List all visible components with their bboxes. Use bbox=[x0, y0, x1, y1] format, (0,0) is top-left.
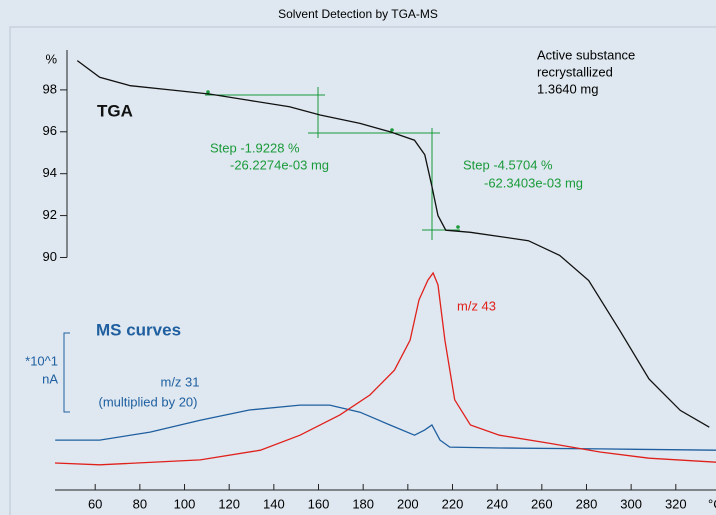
ms-scale-bracket bbox=[63, 332, 70, 413]
x-tick-label: 120 bbox=[218, 496, 240, 511]
annotation: -62.3403e-03 mg bbox=[484, 175, 583, 190]
annotation: m/z 43 bbox=[457, 298, 496, 313]
x-tick-label: 260 bbox=[531, 496, 553, 511]
series-line bbox=[54, 271, 716, 466]
x-axis-label: °C bbox=[708, 496, 716, 511]
annotation: -26.2274e-03 mg bbox=[230, 157, 329, 172]
x-tick-label: 220 bbox=[442, 496, 464, 511]
annotation: Active substance bbox=[537, 47, 635, 62]
x-tick-label: 320 bbox=[665, 496, 687, 511]
annotation: 1.3640 mg bbox=[537, 81, 598, 96]
x-tick-label: 240 bbox=[486, 496, 508, 511]
series-line bbox=[76, 60, 710, 428]
y-tick-label: 94 bbox=[43, 165, 57, 180]
series-name: TGA bbox=[97, 101, 133, 120]
y-axis-label: % bbox=[45, 51, 57, 66]
annotation: recrystallized bbox=[537, 64, 613, 79]
annotation: Step -4.5704 % bbox=[463, 157, 553, 172]
x-tick-label: 80 bbox=[133, 496, 147, 511]
x-tick-label: 200 bbox=[397, 496, 419, 511]
y-tick-label: 96 bbox=[43, 123, 57, 138]
x-tick-label: 160 bbox=[308, 496, 330, 511]
annotation: (multiplied by 20) bbox=[99, 394, 198, 409]
x-tick-label: 300 bbox=[620, 496, 642, 511]
x-tick-label: 100 bbox=[174, 496, 196, 511]
chart-title: Solvent Detection by TGA-MS bbox=[278, 7, 438, 21]
x-tick-label: 140 bbox=[263, 496, 285, 511]
annotation: Step -1.9228 % bbox=[210, 140, 300, 155]
y2-axis-label: *10^1 bbox=[25, 353, 58, 368]
series-name: m/z 31 bbox=[160, 374, 199, 389]
annotation: MS curves bbox=[96, 320, 181, 339]
y2-axis-unit: nA bbox=[42, 371, 58, 386]
y-tick-label: 92 bbox=[43, 207, 57, 222]
step-construction bbox=[205, 87, 460, 240]
y-tick-label: 98 bbox=[43, 81, 57, 96]
y-tick-label: 90 bbox=[43, 249, 57, 264]
x-tick-label: 280 bbox=[576, 496, 598, 511]
frame bbox=[9, 26, 716, 515]
step-markers bbox=[206, 90, 460, 229]
series-line bbox=[55, 404, 716, 451]
x-tick-label: 180 bbox=[352, 496, 374, 511]
x-tick-label: 60 bbox=[88, 496, 102, 511]
